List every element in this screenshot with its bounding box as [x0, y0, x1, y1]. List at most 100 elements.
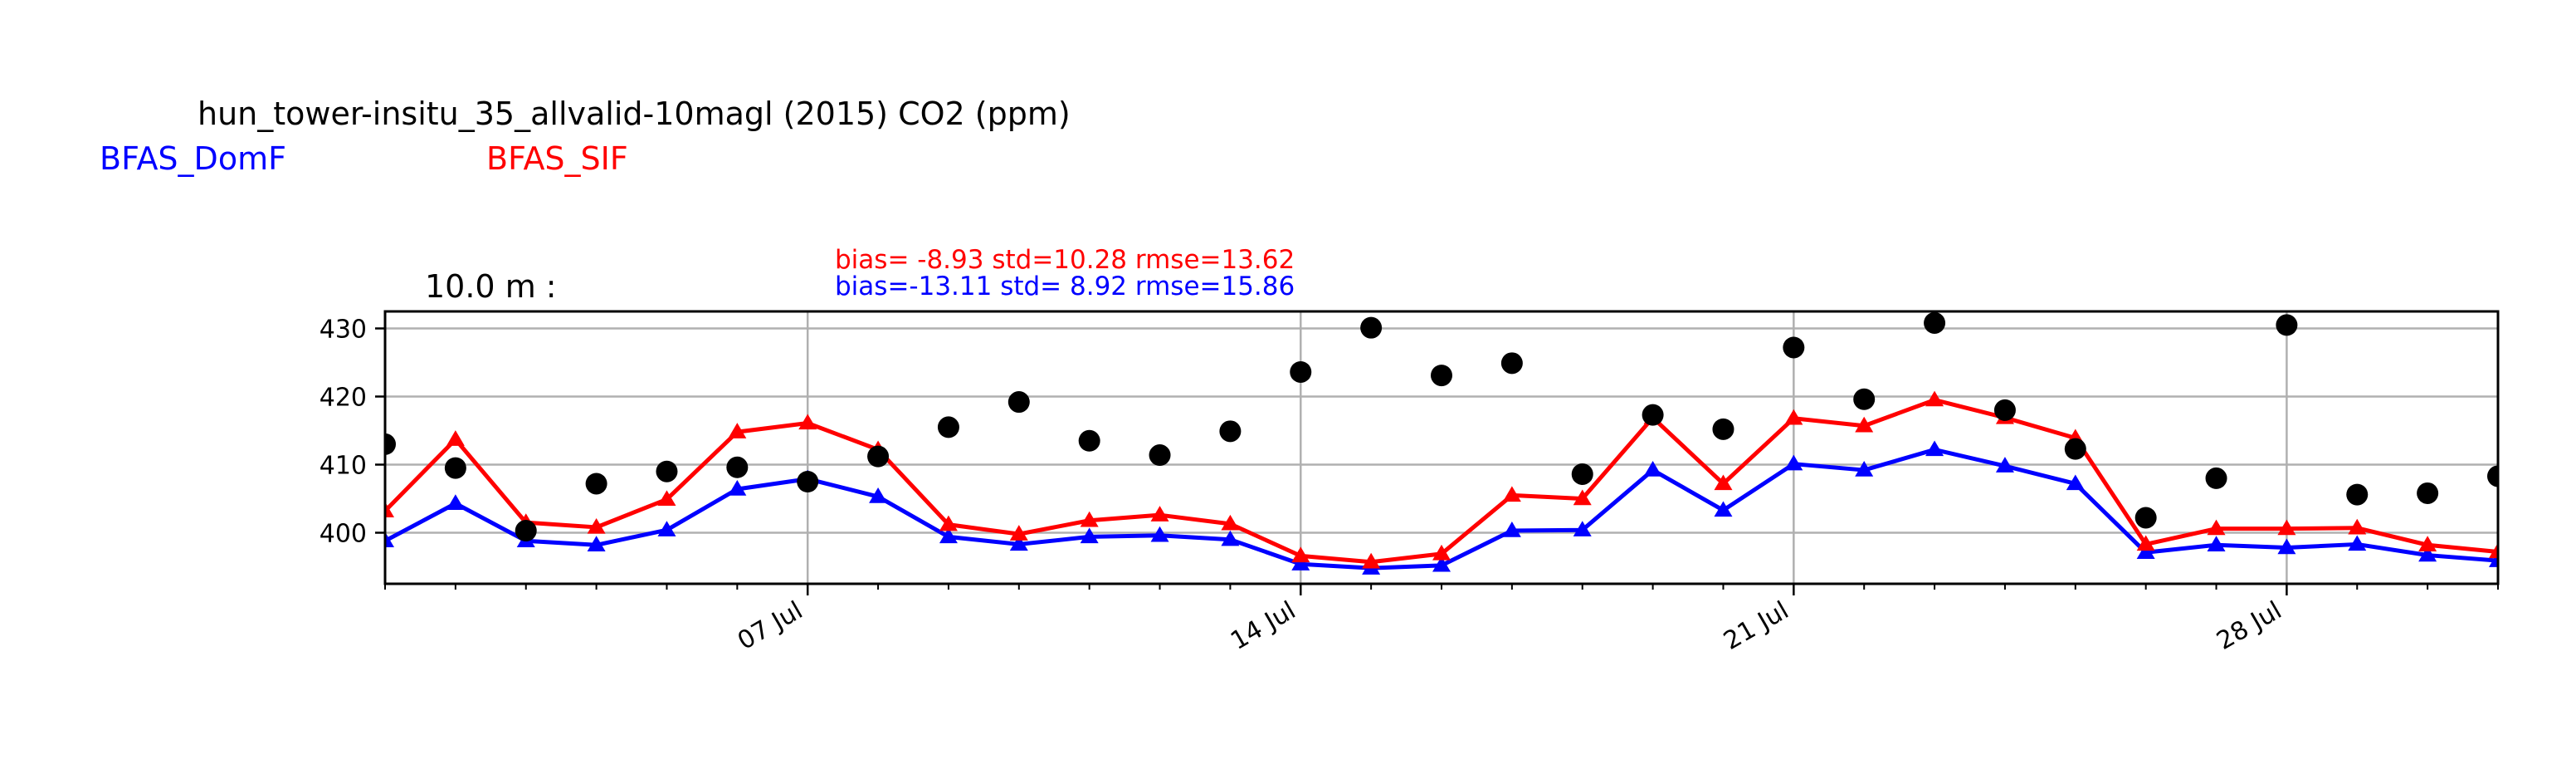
point-marker-bfas-domf: [1643, 461, 1662, 477]
point-marker-bfas-sif: [2207, 519, 2226, 536]
point-marker-bfas-domf: [1925, 440, 1944, 457]
observation-point: [2205, 467, 2227, 489]
point-marker-bfas-domf: [1432, 556, 1451, 572]
point-marker-bfas-sif: [1714, 474, 1733, 491]
observation-point: [1219, 420, 1242, 443]
x-tick-label: 28 Jul: [2212, 596, 2286, 656]
point-marker-bfas-domf: [1221, 530, 1240, 546]
point-marker-bfas-domf: [2489, 551, 2498, 567]
point-marker-bfas-domf: [2136, 543, 2155, 559]
observation-point: [1783, 336, 1805, 359]
observation-point: [1360, 316, 1383, 339]
observation-point: [937, 416, 959, 438]
point-marker-bfas-domf: [869, 487, 888, 503]
observation-point: [2346, 483, 2369, 506]
point-marker-bfas-domf: [2418, 546, 2437, 562]
observation-point: [444, 457, 466, 479]
observation-point: [2276, 314, 2298, 336]
observation-point: [726, 456, 749, 478]
point-marker-bfas-sif: [1573, 489, 1592, 506]
point-marker-bfas-domf: [1995, 457, 2014, 473]
point-marker-bfas-domf: [1291, 555, 1310, 571]
observation-point: [2064, 438, 2086, 460]
point-marker-bfas-sif: [798, 414, 817, 430]
x-tick-label: 07 Jul: [733, 596, 807, 656]
point-marker-bfas-sif: [446, 430, 465, 446]
observation-point: [1712, 418, 1734, 440]
observation-point: [1642, 404, 1664, 426]
plot-area: [385, 311, 2498, 575]
point-marker-bfas-sif: [2418, 536, 2437, 551]
stats-bfas-sif: bias= -8.93 std=10.28 rmse=13.62: [835, 245, 1295, 275]
point-marker-bfas-sif: [2277, 519, 2296, 536]
observation-point: [1290, 360, 1312, 383]
point-marker-bfas-sif: [385, 502, 394, 517]
plot-frame: [383, 310, 2500, 585]
observation-point: [1149, 444, 1171, 467]
x-tick-label: 14 Jul: [1226, 596, 1300, 656]
observation-point: [1431, 365, 1452, 387]
observation-point: [656, 460, 678, 482]
point-marker-bfas-sif: [1925, 390, 1944, 407]
point-marker-bfas-sif: [1009, 525, 1028, 541]
y-tick-label: 410: [320, 452, 367, 481]
point-marker-bfas-domf: [1855, 461, 1874, 477]
point-marker-bfas-domf: [2207, 536, 2226, 551]
observation-point: [515, 520, 537, 542]
y-tick-label: 400: [320, 520, 367, 549]
observation-point: [1993, 399, 2016, 421]
point-marker-bfas-sif: [939, 515, 958, 531]
series-line-bfas-sif: [385, 398, 2498, 565]
observation-point: [1007, 391, 1030, 414]
point-marker-bfas-sif: [1855, 416, 1874, 433]
panel-height-label: 10.0 m :: [425, 268, 557, 305]
point-marker-bfas-sif: [657, 490, 676, 507]
y-tick-label: 430: [320, 316, 367, 345]
observation-point: [1078, 429, 1100, 452]
point-marker-bfas-domf: [1080, 527, 1099, 544]
chart-title: hun_tower-insitu_35_allvalid-10magl (201…: [198, 96, 1071, 132]
point-marker-bfas-sif: [1150, 506, 1169, 522]
stats-bfas-domf: bias=-13.11 std= 8.92 rmse=15.86: [835, 272, 1295, 301]
point-marker-bfas-domf: [1150, 526, 1169, 542]
point-marker-bfas-domf: [939, 527, 958, 544]
observation-point: [585, 473, 607, 495]
point-marker-bfas-sif: [1362, 552, 1381, 569]
observation-point: [2134, 507, 2157, 529]
point-marker-bfas-sif: [1291, 546, 1310, 563]
point-marker-bfas-domf: [1573, 521, 1592, 536]
point-marker-bfas-domf: [1502, 522, 1521, 537]
point-marker-bfas-sif: [1502, 486, 1521, 502]
point-marker-bfas-sif: [2489, 542, 2498, 559]
point-marker-bfas-sif: [2136, 535, 2155, 551]
point-marker-bfas-sif: [2348, 518, 2367, 535]
point-marker-bfas-domf: [1009, 535, 1028, 551]
observation-point: [797, 471, 819, 492]
point-marker-bfas-domf: [587, 536, 606, 551]
point-marker-bfas-domf: [2066, 474, 2085, 491]
observation-point: [1853, 388, 1876, 410]
observation-point: [385, 433, 396, 455]
point-marker-bfas-domf: [728, 480, 747, 496]
point-marker-bfas-sif: [728, 423, 747, 438]
point-marker-bfas-sif: [587, 517, 606, 534]
point-marker-bfas-domf: [2348, 535, 2367, 551]
observation-point: [1500, 352, 1523, 375]
point-marker-bfas-sif: [1221, 514, 1240, 531]
point-marker-bfas-domf: [385, 531, 394, 548]
point-marker-bfas-domf: [446, 494, 465, 510]
x-tick-label: 21 Jul: [1719, 596, 1793, 656]
legend-entry-bfas-domf: BFAS_DomF: [100, 140, 286, 177]
observation-point: [867, 445, 890, 468]
point-marker-bfas-domf: [1714, 501, 1733, 517]
observation-point: [2417, 482, 2439, 504]
point-marker-bfas-sif: [1432, 544, 1451, 561]
observation-point: [1924, 311, 1946, 334]
point-marker-bfas-domf: [657, 521, 676, 536]
observation-point: [2487, 465, 2498, 487]
point-marker-bfas-domf: [2277, 538, 2296, 555]
point-marker-bfas-sif: [1784, 409, 1803, 425]
point-marker-bfas-sif: [1080, 511, 1099, 527]
y-tick-label: 420: [320, 384, 367, 413]
